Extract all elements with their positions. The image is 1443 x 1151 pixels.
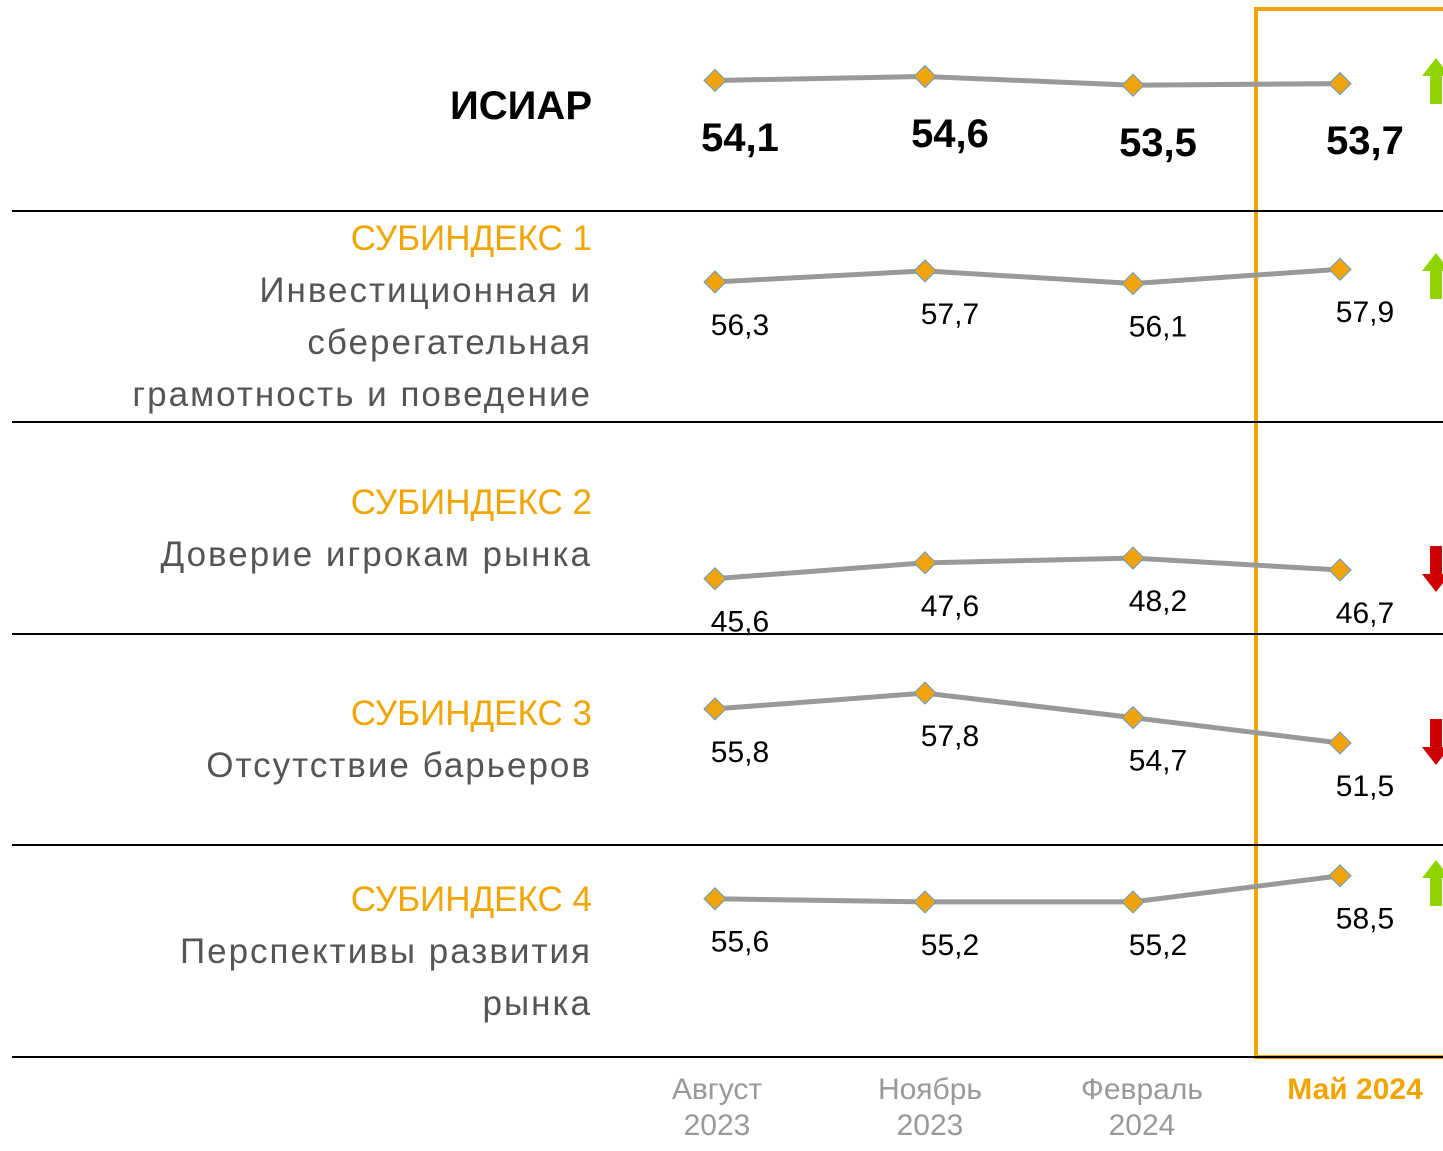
series-description: Перспективы развития — [179, 931, 592, 971]
point-marker — [913, 551, 937, 575]
point-marker — [703, 68, 727, 93]
series-description: рынка — [482, 983, 592, 1023]
value-label: 48,2 — [1129, 585, 1187, 618]
value-label: 55,6 — [711, 926, 769, 959]
point-marker — [1328, 864, 1352, 888]
row-label: ИСИАР — [450, 80, 592, 132]
series-name: СУБИНДЕКС 3 — [350, 693, 592, 733]
point-marker — [1121, 705, 1145, 730]
series-name: СУБИНДЕКС 2 — [350, 482, 592, 522]
series-name: ИСИАР — [450, 83, 592, 128]
value-label: 57,9 — [1336, 296, 1394, 329]
point-marker — [703, 697, 727, 721]
row-label: СУБИНДЕКС 1 Инвестиционная и сберегательна… — [132, 213, 592, 421]
row-label: СУБИНДЕКС 3 Отсутствие барьеров — [206, 688, 592, 792]
point-marker — [1121, 546, 1145, 570]
series-name: СУБИНДЕКС 4 — [350, 879, 592, 919]
x-tick-label: Ноябрь 2023 — [877, 1073, 983, 1142]
point-marker — [1121, 271, 1145, 296]
series-line — [714, 555, 1341, 582]
value-label: 47,6 — [921, 590, 979, 623]
value-label: 54,1 — [701, 116, 779, 160]
point-marker — [703, 887, 727, 911]
point-marker — [1328, 731, 1352, 755]
series-line — [714, 873, 1341, 905]
x-tick-label: Май 2024 — [1287, 1073, 1423, 1106]
point-marker — [1328, 257, 1352, 281]
value-label: 56,1 — [1129, 310, 1187, 343]
value-label: 51,5 — [1336, 770, 1394, 803]
series-line — [714, 73, 1341, 88]
point-marker — [703, 566, 727, 591]
point-marker — [913, 681, 937, 705]
trend-arrow — [1422, 546, 1443, 592]
highlight-box — [1254, 7, 1443, 1059]
point-marker — [913, 890, 937, 914]
trend-arrow — [1422, 860, 1443, 906]
value-label: 58,5 — [1336, 903, 1394, 936]
series-description: Доверие игрокам рынка — [160, 534, 592, 574]
value-label: 46,7 — [1336, 597, 1394, 630]
point-marker — [1121, 890, 1145, 914]
value-label: 57,8 — [921, 720, 979, 753]
value-label: 45,6 — [711, 606, 769, 639]
series-line — [714, 690, 1341, 746]
point-marker — [913, 259, 937, 283]
series-line — [714, 266, 1341, 287]
value-label: 55,2 — [921, 929, 979, 962]
row-label: СУБИНДЕКС 4 Перспективы развития рынка — [180, 874, 592, 1030]
point-marker — [913, 64, 937, 89]
series-description: Инвестиционная и — [259, 270, 592, 310]
point-marker — [703, 270, 727, 294]
trend-arrow — [1422, 58, 1443, 104]
value-label: 53,5 — [1119, 121, 1197, 165]
value-label: 57,7 — [921, 298, 979, 331]
value-label: 56,3 — [711, 309, 769, 342]
x-tick-label: Август 2023 — [671, 1073, 763, 1142]
series-description: сберегательная — [307, 322, 592, 362]
point-marker — [1328, 558, 1352, 582]
trend-arrow — [1422, 719, 1443, 765]
series-name: СУБИНДЕКС 1 — [350, 218, 592, 258]
point-marker — [1121, 73, 1145, 97]
series-description: грамотность и поведение — [132, 374, 592, 414]
point-marker — [1328, 71, 1352, 96]
value-label: 55,8 — [711, 736, 769, 769]
value-label: 53,7 — [1326, 119, 1404, 163]
value-label: 54,6 — [911, 112, 989, 156]
x-tick-label: Февраль 2024 — [1081, 1073, 1203, 1142]
trend-arrow — [1422, 253, 1443, 299]
value-label: 55,2 — [1129, 929, 1187, 962]
series-description: Отсутствие барьеров — [206, 745, 592, 785]
value-label: 54,7 — [1129, 745, 1187, 778]
row-label: СУБИНДЕКС 2 Доверие игрокам рынка — [160, 477, 592, 581]
